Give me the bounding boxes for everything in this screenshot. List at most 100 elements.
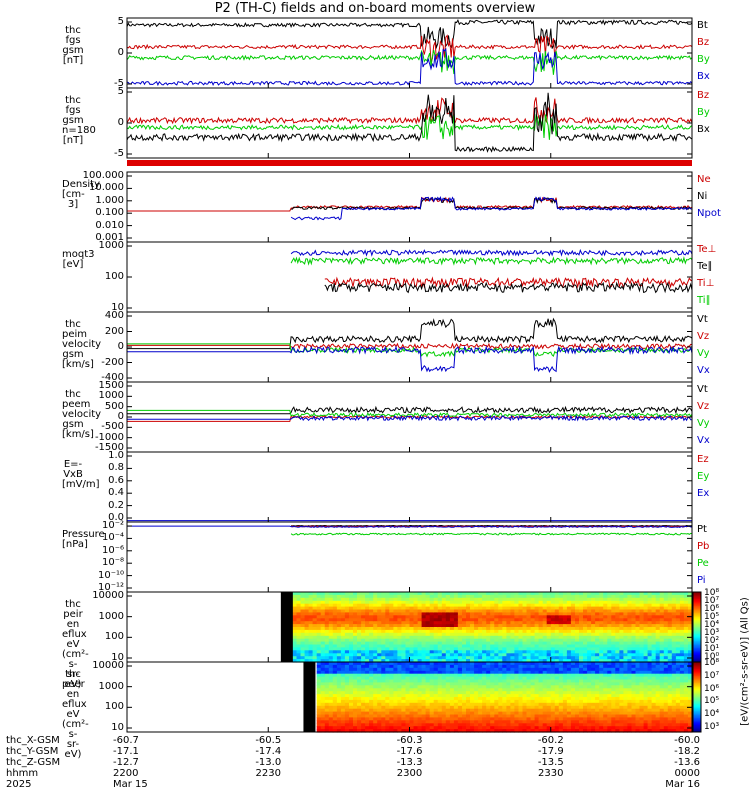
panel-frame (126, 521, 693, 593)
colorbar-tick: 10⁵ (704, 612, 720, 622)
colorbar-tick: 10⁴ (704, 709, 720, 720)
colorbar-label: [eV/(cm²-s-sr-eV)] (All Qs) (739, 597, 750, 726)
ytick-label: -5 (114, 148, 124, 159)
colorbar-0 (692, 591, 702, 663)
legend-temp-3: Ti∥ (697, 295, 711, 306)
trace-peim_v-1 (127, 342, 693, 350)
legend-peem_v-3: Vx (697, 435, 710, 446)
ylabel-peem_v: thc peem velocity gsm [km/s] (62, 389, 102, 440)
ytick-label: -500 (101, 421, 124, 433)
colorbar-tick: 10³ (704, 722, 720, 732)
ephem-label: thc_X-GSM (6, 735, 60, 746)
ephem-value: -13.5 (537, 757, 564, 768)
ytick-label: 10⁻¹⁰ (97, 569, 124, 581)
panel-frame (126, 87, 693, 159)
ytick-label: 100.000 (82, 170, 124, 181)
ytick-label: 0.6 (108, 474, 124, 486)
ytick-label: 200 (104, 325, 124, 337)
legend-peem_v-0: Vt (697, 384, 708, 395)
ephem-value: -60.7 (113, 735, 139, 746)
trace-density-2 (290, 196, 693, 221)
trace-temp-1 (290, 256, 693, 266)
legend-density-2: Npot (697, 208, 721, 219)
panel-fgs_dsl (126, 87, 693, 159)
ytick-label: 1500 (98, 380, 124, 391)
ytick-label: 10000 (92, 590, 124, 601)
ephem-value: -12.7 (113, 757, 139, 768)
panel-pressure (126, 521, 693, 593)
trace-fgs_dsl-0 (126, 97, 693, 125)
legend-efield-2: Ex (697, 488, 710, 499)
legend-density-0: Ne (697, 174, 711, 185)
ylabel-peir_spec: thc peir en eflux eV (cm²-s- sr-eV) (62, 599, 89, 690)
colorbar-tick: 10⁴ (704, 620, 720, 630)
panel-peir_spec (126, 591, 693, 663)
ephem-value: -13.3 (396, 757, 423, 768)
ytick-label: 10⁻¹² (97, 582, 124, 593)
trace-fgs-0 (126, 18, 693, 50)
trace-fgs-1 (126, 34, 693, 64)
ytick-label: 10⁻⁴ (101, 532, 124, 544)
panel-fgs (126, 17, 693, 89)
legend-peim_v-3: Vx (697, 365, 710, 376)
ylabel-peim_v: thc peim velocity gsm [km/s] (62, 319, 102, 370)
ephem-value: 2230 (255, 768, 281, 779)
panel-density (126, 171, 693, 243)
ephem-value: -13.0 (255, 757, 282, 768)
legend-fgs_dsl-2: Bx (697, 124, 710, 135)
ytick-label: 5 (117, 86, 124, 97)
panel-frame (126, 311, 693, 383)
ytick-label: 10 (111, 302, 124, 313)
ytick-label: 100 (104, 701, 124, 713)
ytick-label: -200 (101, 356, 124, 368)
ephem-value: 2200 (113, 768, 139, 779)
ytick-label: 1000 (98, 680, 124, 692)
colorbar-tick: 10⁶ (704, 683, 720, 694)
ephem-value: -13.6 (674, 757, 700, 768)
legend-efield-1: Ey (697, 471, 710, 482)
ylabel-density: Density [cm-3] (62, 179, 101, 210)
ylabel-temp: moqt3 [eV] (62, 249, 95, 270)
legend-peem_v-1: Vz (697, 401, 710, 412)
ytick-label: 0.2 (108, 499, 124, 511)
legend-fgs_dsl-0: Bz (697, 90, 710, 101)
ytick-label: 1.000 (95, 194, 124, 206)
colorbar-tick: 10⁷ (704, 670, 720, 681)
ytick-label: 10 (111, 652, 124, 663)
colorbar-tick: 10¹ (704, 644, 720, 654)
ytick-label: 100 (104, 631, 124, 643)
ylabel-pressure: Pressure [nPa] (62, 529, 105, 550)
panel-frame (126, 17, 693, 89)
ytick-label: 10000 (92, 660, 124, 671)
ephem-value: -17.9 (537, 746, 564, 757)
panel-temp (126, 241, 693, 313)
legend-pressure-1: Pb (697, 541, 710, 552)
ytick-label: -5 (114, 78, 124, 89)
legend-peim_v-1: Vz (697, 331, 710, 342)
trace-temp-2 (324, 276, 693, 289)
colorbar-tick: 10⁶ (704, 604, 720, 614)
colorbar-tick: 10⁷ (704, 596, 720, 606)
trace-peem_v-3 (127, 414, 692, 422)
colorbar-tick: 10⁸ (704, 588, 720, 598)
ytick-label: 0 (117, 47, 124, 58)
trace-peem_v-0 (127, 405, 693, 415)
ytick-label: 0.001 (95, 232, 124, 243)
panel-frame (126, 451, 693, 523)
trace-temp-0 (290, 248, 693, 257)
trace-fgs-3 (126, 47, 693, 87)
colorbar-tick: 10⁵ (704, 696, 720, 707)
trace-fgs_dsl-2 (126, 92, 693, 153)
ytick-label: 0.0 (108, 512, 124, 523)
ytick-label: 0 (117, 411, 124, 422)
ytick-label: 500 (104, 400, 124, 412)
trace-pressure-3 (290, 532, 693, 536)
ytick-label: 10⁻⁶ (101, 544, 124, 556)
ylabel-fgs: thc fgs gsm [nT] (62, 25, 84, 66)
ytick-label: 5 (117, 16, 124, 27)
ytick-label: -1000 (94, 431, 124, 443)
legend-density-1: Ni (697, 191, 708, 202)
trace-density-0 (127, 196, 693, 212)
ytick-label: 10 (111, 722, 124, 733)
ephem-value: -60.2 (537, 735, 564, 746)
